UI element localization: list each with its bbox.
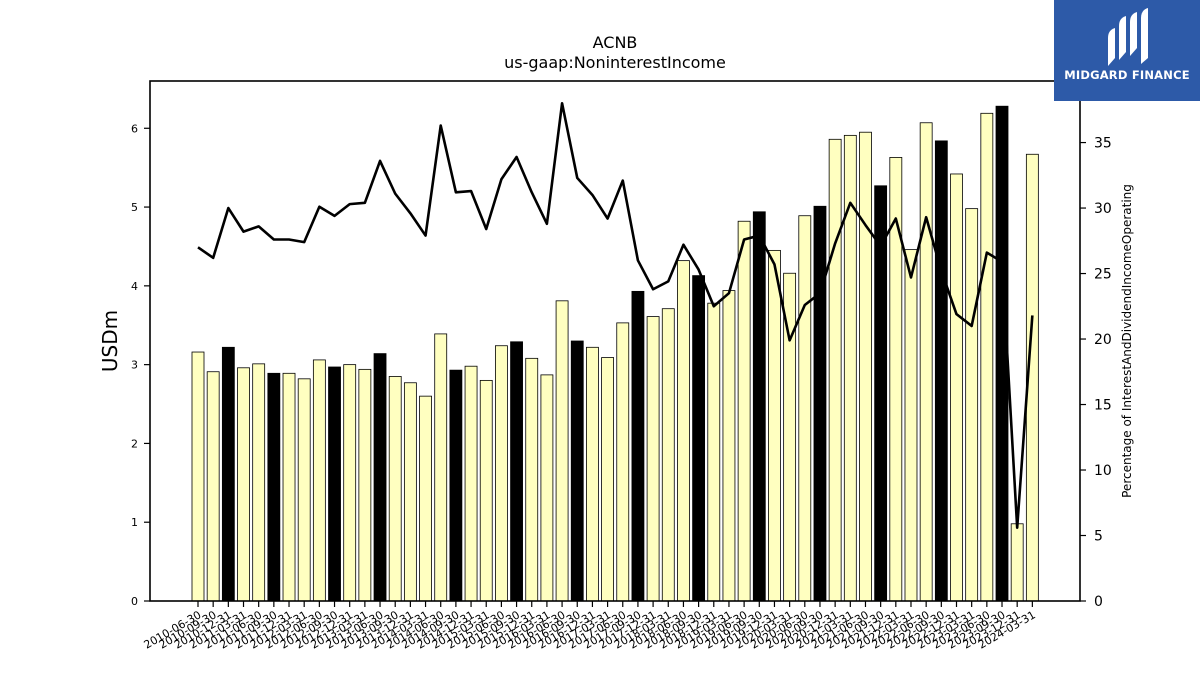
- bar-2010-12-31: [221, 346, 235, 602]
- y-tick-label: 1: [131, 516, 138, 529]
- bar-2016-09-30: [570, 340, 584, 602]
- bar-2022-09-30: [934, 140, 948, 602]
- y2-tick-label: 30: [1094, 201, 1112, 217]
- bar-2018-09-30: [692, 275, 706, 602]
- bar-2015-06-30: [494, 345, 508, 602]
- bar-2021-06-30: [859, 131, 872, 602]
- bar-2018-06-30: [677, 260, 690, 602]
- y2-tick-label: 25: [1094, 267, 1112, 283]
- bar-2022-06-30: [919, 122, 933, 602]
- bar-2012-03-31: [297, 378, 311, 602]
- bar-2015-03-31: [479, 379, 493, 602]
- bar-2019-09-30: [752, 211, 766, 602]
- bar-2020-06-30: [798, 215, 812, 602]
- y-tick-label: 2: [131, 437, 138, 450]
- bar-2017-03-31: [601, 357, 614, 602]
- bar-2020-12-31: [828, 138, 842, 602]
- y2-tick-label: 20: [1094, 332, 1112, 348]
- bar-2016-06-30: [555, 300, 569, 602]
- line-series: [197, 101, 1034, 529]
- bar-2013-09-30: [388, 376, 402, 602]
- bar-2016-03-31: [540, 374, 554, 602]
- y-tick-label: 3: [131, 359, 138, 372]
- bar-2011-06-30: [252, 363, 266, 602]
- y2-tick-label: 5: [1094, 529, 1103, 545]
- bar-2017-06-30: [616, 322, 630, 602]
- bar-2014-06-30: [434, 333, 448, 602]
- bar-2019-03-31: [722, 290, 736, 602]
- bar-2014-03-31: [419, 395, 432, 602]
- bar-2020-09-30: [813, 205, 827, 602]
- y-tick-label: 6: [131, 122, 138, 135]
- bar-2012-09-30: [328, 366, 341, 602]
- bar-2023-06-30: [980, 112, 994, 602]
- bar-2022-03-31: [904, 249, 918, 602]
- bar-2019-12-31: [768, 249, 781, 602]
- y-axis-label: USDm: [98, 310, 122, 372]
- y-tick-label: 0: [131, 595, 138, 608]
- bar-2015-12-31: [525, 357, 539, 602]
- bar-2013-03-31: [358, 368, 372, 602]
- bar-2014-12-31: [464, 365, 478, 602]
- bar-2015-09-30: [510, 341, 523, 602]
- y-tick-label: 5: [131, 201, 138, 214]
- bar-2010-09-30: [206, 371, 220, 602]
- y-tick-label: 4: [131, 280, 138, 293]
- y2-axis-label: Percentage of InterestAndDividendIncomeO…: [1120, 184, 1134, 498]
- bar-2012-12-31: [343, 364, 357, 602]
- chart-title: ACNB: [593, 33, 638, 52]
- bar-2011-03-31: [237, 367, 250, 602]
- y2-tick-label: 10: [1094, 463, 1112, 479]
- chart-subtitle: us-gaap:NoninterestIncome: [504, 53, 726, 72]
- plot-frame: [149, 80, 1081, 602]
- bar-2017-12-31: [646, 316, 660, 602]
- bar-2013-06-30: [373, 353, 387, 602]
- bar-2016-12-31: [586, 346, 599, 602]
- y2-tick-label: 15: [1094, 398, 1112, 414]
- brand-logo: MIDGARD FINANCE: [1054, 0, 1200, 101]
- bar-2012-06-30: [312, 359, 326, 602]
- bar-2013-12-31: [403, 382, 417, 602]
- bar-2023-12-31: [1010, 523, 1024, 602]
- bar-2018-03-31: [661, 308, 675, 602]
- bar-2010-06-30: [191, 351, 205, 602]
- y2-tick-label: 0: [1094, 594, 1103, 610]
- brand-name: MIDGARD FINANCE: [1064, 68, 1190, 82]
- bar-2021-09-30: [874, 185, 888, 602]
- bar-2019-06-30: [737, 220, 751, 602]
- bar-2011-09-30: [267, 372, 281, 602]
- bar-2022-12-31: [950, 173, 963, 602]
- bar-2023-03-31: [965, 208, 979, 602]
- bar-2011-12-31: [282, 372, 296, 602]
- bar-2018-12-31: [707, 302, 721, 602]
- bar-2017-09-30: [631, 290, 645, 602]
- y2-tick-label: 35: [1094, 136, 1112, 152]
- midgard-logo-icon: [1108, 8, 1148, 66]
- bar-2014-09-30: [449, 369, 463, 602]
